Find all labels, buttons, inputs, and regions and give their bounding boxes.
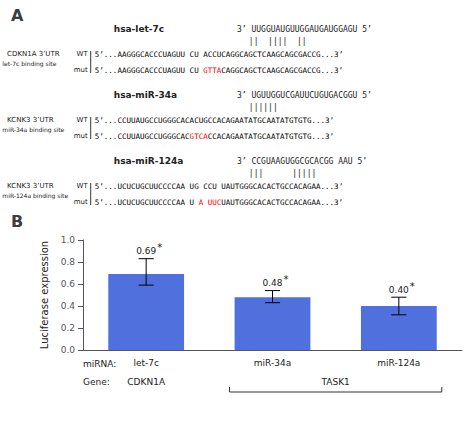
svg-text:0.48: 0.48	[262, 278, 282, 288]
svg-text:0.2: 0.2	[61, 323, 75, 333]
svg-text:CCACAGAATATGCAATATGTGTG...3’: CCACAGAATATGCAATATGTGTG...3’	[208, 132, 334, 141]
svg-text:1.0: 1.0	[61, 235, 76, 245]
svg-text:5’...CCUUAUGCCUGGGCACACUGCCACA: 5’...CCUUAUGCCUGGGCACACUGCCACAGAATATGCAA…	[95, 116, 334, 125]
svg-text:0.0: 0.0	[61, 345, 76, 355]
svg-text:miR-124a binding site: miR-124a binding site	[2, 192, 68, 200]
svg-text:5’...UCUCUGCUUCCCCAA UG CCU UA: 5’...UCUCUGCUUCCCCAA UG CCU UAUTGGGCACAC…	[95, 182, 343, 191]
svg-text:TASK1: TASK1	[321, 377, 350, 387]
svg-text:GTCA: GTCA	[190, 132, 209, 141]
svg-text:0.8: 0.8	[61, 257, 76, 267]
svg-text:B: B	[11, 212, 23, 231]
svg-text:let-7c binding site: let-7c binding site	[2, 60, 56, 68]
svg-text:0.40: 0.40	[389, 285, 409, 295]
svg-text:miR-124a: miR-124a	[377, 358, 420, 368]
svg-text:WT: WT	[76, 116, 88, 124]
svg-text:3’ CCGUAAGUGGCGCACGG AAU 5’: 3’ CCGUAAGUGGCGCACGG AAU 5’	[237, 157, 367, 166]
svg-text:0.6: 0.6	[61, 279, 76, 289]
svg-text:KCNK3 3’UTR: KCNK3 3’UTR	[7, 182, 54, 190]
svg-text:miRNA:: miRNA:	[83, 359, 116, 369]
svg-text:hsa-miR-124a: hsa-miR-124a	[114, 156, 184, 166]
svg-text:miR-34a: miR-34a	[254, 358, 291, 368]
svg-text:let-7c: let-7c	[133, 358, 159, 368]
svg-text:||||||: ||||||	[249, 103, 278, 112]
svg-text:CAGGCAGCTCAAGCAGCGACCG...3’: CAGGCAGCTCAAGCAGCGACCG...3’	[221, 66, 343, 75]
svg-text:Luciferase expression: Luciferase expression	[39, 241, 50, 349]
svg-text:5’...UCUCUGCUUCCCCAA U: 5’...UCUCUGCUUCCCCAA U	[95, 198, 199, 207]
svg-text:miR-34a binding site: miR-34a binding site	[2, 126, 64, 134]
svg-text:hsa-let-7c: hsa-let-7c	[114, 24, 164, 34]
svg-text:WT: WT	[76, 50, 88, 58]
svg-text:mut: mut	[74, 132, 88, 140]
svg-text:Gene:: Gene:	[83, 377, 110, 387]
svg-text:5’...AAGGGCACCCUAGUU CU ACCUCA: 5’...AAGGGCACCCUAGUU CU ACCUCAGGCAGCTCAA…	[95, 50, 343, 59]
svg-text:5’...CCUUAUGCCUGGGCAC: 5’...CCUUAUGCCUGGGCAC	[95, 132, 190, 141]
svg-text:UAUTGGGCACACTGCCACAGAA...3’: UAUTGGGCACACTGCCACAGAA...3’	[221, 198, 343, 207]
svg-text:KCNK3 3’UTR: KCNK3 3’UTR	[7, 116, 54, 124]
svg-text:0.4: 0.4	[61, 301, 76, 311]
svg-text:3’ UUGGUAUGUUGGAUGAUGGAGU 5’: 3’ UUGGUAUGUUGGAUGAUGGAGU 5’	[237, 25, 372, 34]
svg-text:*: *	[284, 274, 289, 285]
svg-text:A UUC: A UUC	[199, 198, 222, 207]
svg-text:CDKN1A: CDKN1A	[127, 377, 166, 387]
svg-text:CDKN1A 3’UTR: CDKN1A 3’UTR	[7, 50, 60, 58]
svg-text:||| |||||: ||| |||||	[249, 169, 316, 178]
svg-text:5’...AAGGGCACCCUAGUU CU: 5’...AAGGGCACCCUAGUU CU	[95, 66, 203, 75]
svg-text:0.69: 0.69	[136, 246, 156, 256]
svg-text:hsa-miR-34a: hsa-miR-34a	[114, 90, 177, 100]
svg-text:WT: WT	[76, 182, 88, 190]
svg-text:mut: mut	[74, 66, 88, 74]
svg-text:*: *	[157, 242, 162, 253]
svg-text:mut: mut	[74, 198, 88, 206]
svg-text:*: *	[410, 281, 415, 292]
svg-text:GTTA: GTTA	[203, 66, 222, 75]
svg-text:A: A	[11, 6, 24, 25]
svg-text:3’ UGUUGGUCGAUUCUGUGACGGU 5’: 3’ UGUUGGUCGAUUCUGUGACGGU 5’	[237, 91, 372, 100]
svg-text:|| |||| ||: || |||| ||	[249, 37, 307, 46]
